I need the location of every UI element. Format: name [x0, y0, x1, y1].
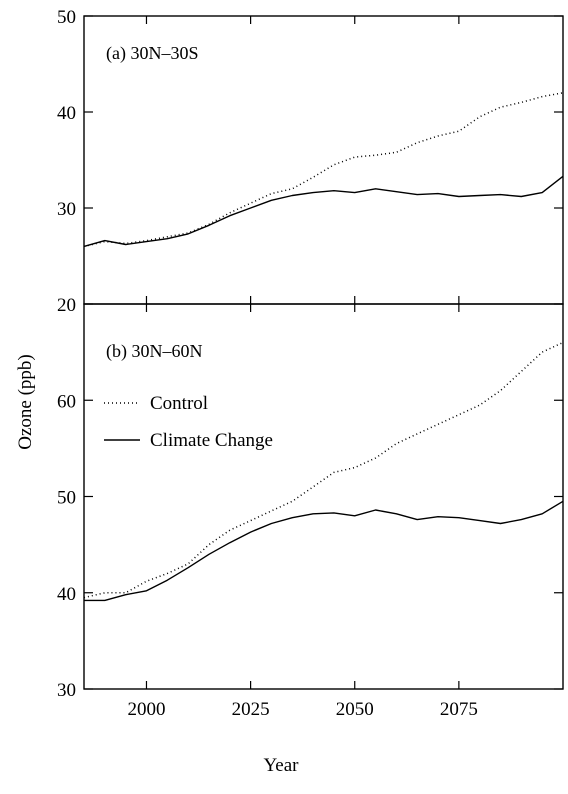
panel-b-series-climate-change-line: [84, 500, 564, 602]
legend-climate-change-label: Climate Change: [150, 430, 273, 451]
panel-b-label: (b) 30N–60N: [106, 341, 203, 362]
panel-b-y-tick-label: 40: [57, 584, 76, 605]
x-tick-label: 2025: [232, 699, 270, 720]
panel-b-y-tick-label: 30: [57, 680, 76, 701]
panel-a-y-tick-label: 40: [57, 103, 76, 124]
panel-a-y-tick-label: 50: [57, 7, 76, 28]
panel-b-series-control-line: [83, 341, 564, 599]
y-axis-title: Ozone (ppb): [15, 354, 36, 450]
plot-layer: 20 30 40 50 30 40 50 60 2000 2025 2050 2075: [57, 7, 564, 720]
x-tick-label: 2075: [440, 699, 478, 720]
panel-a-y-tick-label: 30: [57, 199, 76, 220]
x-axis-title: Year: [263, 755, 299, 776]
x-tick-label: 2000: [127, 699, 165, 720]
panel-a-label: (a) 30N–30S: [106, 43, 199, 64]
panel-a-series-control-line: [83, 92, 564, 248]
panel-b-y-tick-label: 50: [57, 488, 76, 509]
panel-a-series-climate-change-line: [83, 175, 564, 248]
panel-a-y-tick-label: 20: [57, 295, 76, 316]
legend-control-label: Control: [150, 393, 208, 414]
panel-b-frame: [83, 303, 564, 690]
panel-b-y-tick-label: 60: [57, 391, 76, 412]
x-tick-label: 2050: [336, 699, 374, 720]
